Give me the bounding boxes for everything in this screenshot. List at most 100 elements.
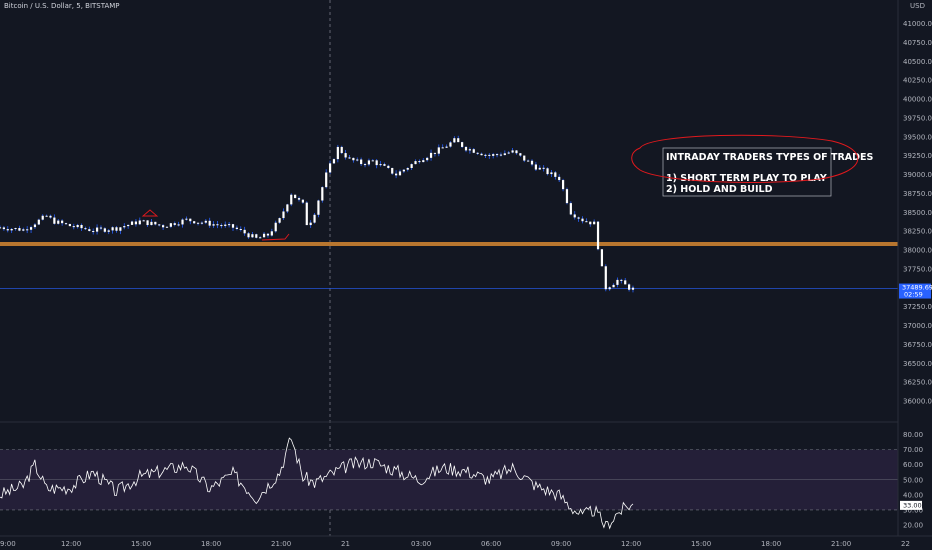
x-tick-label: 21 bbox=[341, 540, 350, 548]
candle-body bbox=[177, 224, 180, 226]
candle-body bbox=[406, 167, 409, 170]
y-tick-label: 39250.00 bbox=[903, 152, 932, 160]
y-tick-label: 36750.00 bbox=[903, 341, 932, 349]
candle-body bbox=[115, 227, 118, 231]
currency-label: USD bbox=[910, 2, 925, 10]
candle-body bbox=[270, 231, 273, 236]
candle-body bbox=[259, 237, 262, 239]
y-tick-label: 37000.00 bbox=[903, 322, 932, 330]
candle-body bbox=[200, 222, 204, 224]
y-tick-label: 38750.00 bbox=[903, 190, 932, 198]
annotation-line-4: 2) HOLD AND BUILD bbox=[666, 184, 773, 195]
candle-body bbox=[123, 226, 126, 228]
candle-body bbox=[453, 138, 456, 143]
candle-body bbox=[631, 287, 635, 290]
candle-body bbox=[88, 229, 91, 232]
candle-body bbox=[29, 227, 33, 230]
candle-body bbox=[325, 172, 328, 188]
candle-body bbox=[111, 227, 114, 231]
candle-body bbox=[464, 146, 468, 151]
candle-body bbox=[538, 167, 541, 170]
candle-body bbox=[387, 165, 390, 168]
y-tick-label: 36000.00 bbox=[903, 398, 932, 406]
candles bbox=[0, 135, 635, 293]
candle-body bbox=[6, 229, 9, 231]
candle-body bbox=[150, 221, 153, 226]
last-price-tag bbox=[899, 283, 931, 299]
y-tick-label: 39500.00 bbox=[903, 133, 932, 141]
x-tick-label: 12:00 bbox=[621, 540, 641, 548]
x-tick-label: 21:00 bbox=[271, 540, 291, 548]
candle-body bbox=[558, 176, 561, 181]
candle-body bbox=[363, 164, 367, 166]
candle-body bbox=[286, 204, 289, 212]
candle-body bbox=[130, 221, 134, 225]
candle-body bbox=[282, 211, 285, 219]
candle-body bbox=[99, 227, 103, 229]
candle-body bbox=[348, 157, 351, 159]
candle-body bbox=[103, 228, 106, 232]
candle-body bbox=[328, 163, 332, 173]
candle-body bbox=[181, 219, 184, 225]
candle-body bbox=[395, 173, 398, 176]
candle-body bbox=[468, 149, 471, 151]
candle-body bbox=[127, 224, 130, 227]
candle-body bbox=[33, 224, 37, 228]
candle-body bbox=[185, 218, 188, 220]
candle-body bbox=[251, 234, 254, 238]
candle-body bbox=[22, 229, 25, 231]
candle-body bbox=[398, 171, 402, 176]
candle-body bbox=[624, 280, 627, 285]
annotation-line-3: 1) SHORT TERM PLAY TO PLAY bbox=[666, 173, 827, 184]
marker-triangle bbox=[141, 209, 159, 217]
candle-body bbox=[596, 221, 600, 250]
candle-body bbox=[235, 227, 238, 229]
candle-body bbox=[616, 279, 619, 285]
candle-body bbox=[546, 168, 549, 175]
x-tick-label: 09:00 bbox=[551, 540, 571, 548]
candle-body bbox=[449, 142, 452, 147]
y-tick-label: 38500.00 bbox=[903, 209, 932, 217]
annotation-box[interactable] bbox=[662, 147, 832, 197]
rsi-tick-label: 80.00 bbox=[903, 431, 923, 439]
x-tick-label: 12:00 bbox=[61, 540, 81, 548]
marker-underline bbox=[261, 233, 290, 241]
candle-body bbox=[573, 214, 576, 218]
x-tick-label: 06:00 bbox=[481, 540, 501, 548]
candle-body bbox=[503, 153, 506, 156]
candle-body bbox=[344, 153, 347, 158]
candle-body bbox=[542, 167, 545, 169]
candle-body bbox=[445, 146, 448, 148]
candle-body bbox=[220, 225, 223, 227]
candle-body bbox=[64, 223, 68, 225]
candle-body bbox=[169, 223, 172, 227]
rsi-tick-label: 70.00 bbox=[903, 446, 923, 454]
candle-body bbox=[554, 172, 557, 177]
candle-body bbox=[429, 152, 433, 158]
candle-body bbox=[426, 157, 429, 161]
candle-body bbox=[511, 150, 514, 153]
candle-body bbox=[49, 215, 52, 218]
candle-body bbox=[61, 220, 64, 224]
candle-body bbox=[480, 153, 483, 156]
candle-body bbox=[162, 225, 165, 228]
candle-body bbox=[550, 172, 553, 175]
x-tick-label: 15:00 bbox=[691, 540, 711, 548]
candle-body bbox=[608, 287, 611, 290]
candle-body bbox=[154, 221, 157, 225]
candle-body bbox=[620, 279, 623, 281]
candle-body bbox=[68, 223, 71, 227]
candle-body bbox=[375, 160, 378, 166]
candle-body bbox=[239, 228, 242, 230]
annotation-line-1: INTRADAY TRADERS TYPES OF TRADES bbox=[666, 152, 873, 163]
rsi-tick-label: 20.00 bbox=[903, 521, 923, 529]
candle-body bbox=[410, 164, 413, 168]
price-axis[interactable] bbox=[898, 0, 932, 550]
candle-body bbox=[383, 164, 386, 166]
candle-body bbox=[313, 214, 316, 223]
candle-body bbox=[530, 160, 534, 165]
candle-body bbox=[290, 194, 293, 205]
candle-body bbox=[196, 222, 200, 224]
x-tick-label: 18:00 bbox=[201, 540, 221, 548]
